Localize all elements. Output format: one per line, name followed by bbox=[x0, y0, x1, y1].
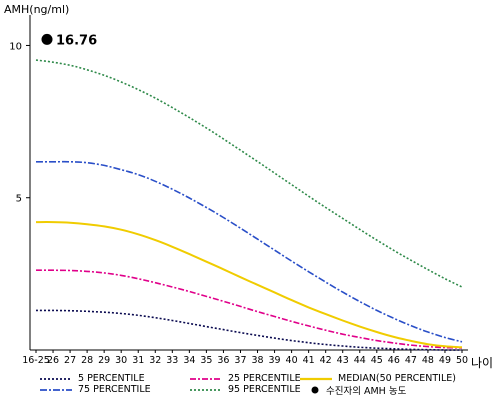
legend-swatch bbox=[40, 377, 72, 380]
x-tick-label: 46 bbox=[388, 355, 400, 366]
x-tick-label: 30 bbox=[115, 355, 127, 366]
x-tick-label: 16-25 bbox=[22, 355, 50, 366]
x-tick-label: 28 bbox=[81, 355, 93, 366]
y-tick-label: 5 bbox=[16, 194, 22, 205]
x-tick-label: 39 bbox=[269, 355, 281, 366]
x-tick-label: 38 bbox=[251, 355, 263, 366]
x-tick-label: 34 bbox=[183, 355, 195, 366]
x-tick-label: 29 bbox=[98, 355, 110, 366]
legend-swatch bbox=[40, 388, 72, 391]
legend-item-5-percentile: 5 PERCENTILE bbox=[40, 373, 145, 384]
x-tick-label: 32 bbox=[149, 355, 161, 366]
x-tick-label: 35 bbox=[200, 355, 212, 366]
patient-amh-point bbox=[41, 33, 53, 45]
legend-item-95-percentile: 95 PERCENTILE bbox=[190, 384, 301, 395]
x-tick-label: 42 bbox=[320, 355, 332, 366]
x-tick-label: 45 bbox=[371, 355, 383, 366]
legend-label: 95 PERCENTILE bbox=[228, 384, 301, 395]
series-line-75-percentile bbox=[35, 160, 463, 343]
x-tick-label: 41 bbox=[303, 355, 315, 366]
legend-label: 75 PERCENTILE bbox=[78, 384, 151, 395]
x-tick-label: 27 bbox=[64, 355, 76, 366]
x-tick-label: 50 bbox=[456, 355, 468, 366]
x-tick-label: 48 bbox=[422, 355, 434, 366]
x-tick-label: 47 bbox=[405, 355, 417, 366]
x-tick-label: 33 bbox=[166, 355, 178, 366]
legend-swatch bbox=[190, 388, 222, 391]
series-line-5-percentile bbox=[35, 309, 463, 351]
x-tick-label: 43 bbox=[337, 355, 349, 366]
legend-item-median-50-percentile: MEDIAN(50 PERCENTILE) bbox=[300, 373, 456, 384]
legend-swatch bbox=[311, 386, 319, 393]
series-line-95-percentile bbox=[35, 59, 463, 288]
legend-swatch bbox=[190, 377, 222, 380]
x-tick-label: 40 bbox=[286, 355, 298, 366]
legend-label: 25 PERCENTILE bbox=[228, 373, 301, 384]
legend-label: MEDIAN(50 PERCENTILE) bbox=[338, 373, 456, 384]
y-tick-label: 10 bbox=[9, 41, 22, 52]
x-tick-label: 36 bbox=[217, 355, 229, 366]
patient-amh-label: 16.76 bbox=[56, 33, 97, 48]
chart-legend: 5 PERCENTILE 25 PERCENTILE MEDIAN(50 PERCE… bbox=[0, 370, 500, 400]
legend-label: 5 PERCENTILE bbox=[78, 373, 145, 384]
series-line-median-50-percentile bbox=[35, 221, 463, 349]
x-tick-label: 49 bbox=[439, 355, 451, 366]
x-tick-label: 37 bbox=[234, 355, 246, 366]
legend-item-75-percentile: 75 PERCENTILE bbox=[40, 384, 151, 395]
x-axis-title: 나이 bbox=[471, 356, 494, 370]
x-tick-label: 26 bbox=[47, 355, 59, 366]
legend-swatch bbox=[300, 377, 332, 380]
series-line-25-percentile bbox=[35, 269, 463, 349]
x-tick-label: 31 bbox=[132, 355, 144, 366]
legend-item-amh: 수진자의 AMH 농도 bbox=[310, 384, 407, 397]
legend-swatch-marker bbox=[311, 386, 319, 393]
x-tick-label: 44 bbox=[354, 355, 366, 366]
legend-item-25-percentile: 25 PERCENTILE bbox=[190, 373, 301, 384]
legend-label: 수진자의 AMH 농도 bbox=[326, 385, 407, 397]
y-axis-title: AMH(ng/ml) bbox=[4, 3, 70, 16]
